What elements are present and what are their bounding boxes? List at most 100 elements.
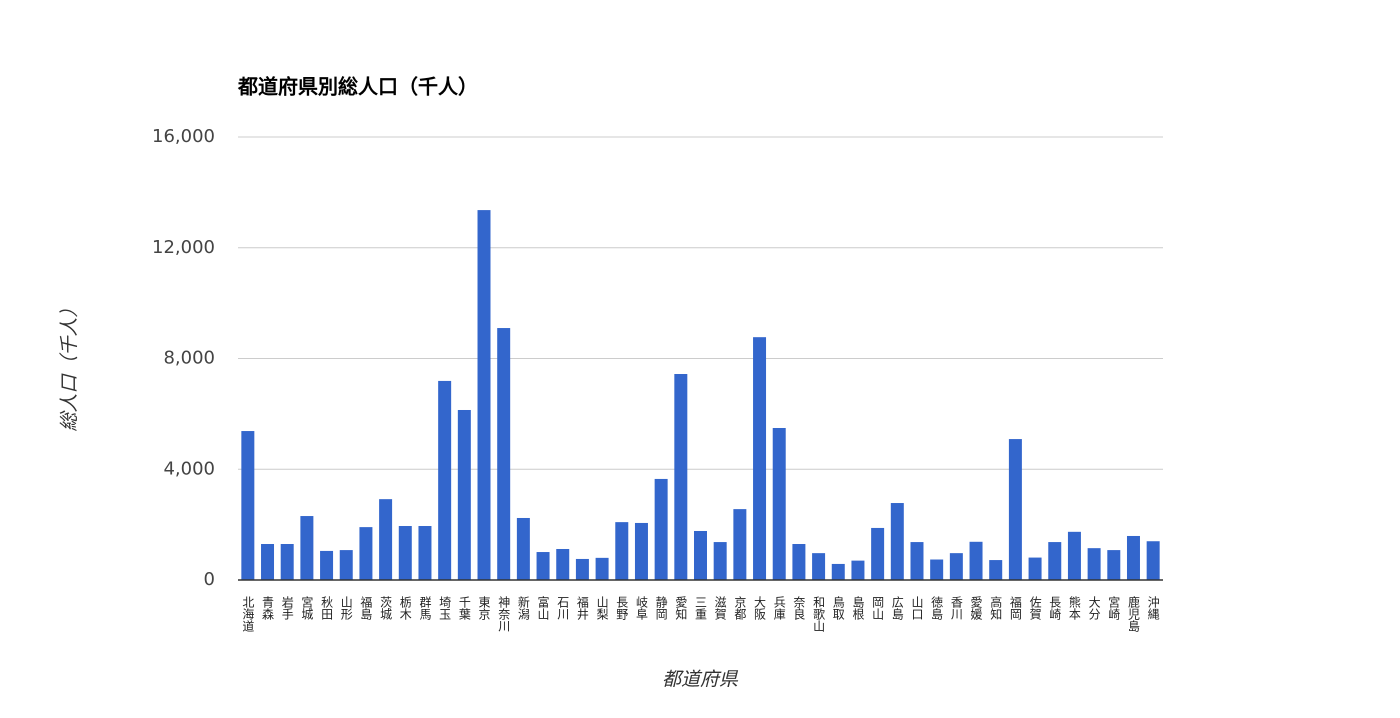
bar — [438, 380, 452, 580]
bar — [359, 527, 373, 580]
x-tick-label: 富山 — [536, 595, 550, 620]
x-tick-label: 鳥取 — [831, 595, 845, 620]
x-tick-label: 広島 — [890, 596, 904, 621]
x-tick-label: 福井 — [575, 595, 589, 621]
x-tick-label: 佐賀 — [1028, 596, 1042, 621]
bar — [339, 550, 353, 580]
y-tick-label: 8,000 — [163, 348, 215, 369]
bar — [969, 541, 983, 580]
x-tick-label: 高知 — [989, 595, 1003, 621]
bar — [792, 544, 806, 580]
bar — [772, 427, 786, 580]
x-tick-label: 山梨 — [595, 596, 609, 620]
bar — [516, 517, 530, 580]
x-tick-label: 青森 — [261, 596, 275, 620]
bar — [1107, 550, 1121, 580]
x-tick-label: 愛知 — [674, 596, 688, 621]
x-tick-label: 兵庫 — [772, 596, 786, 621]
y-axis-label: 総人口（千人） — [59, 298, 81, 431]
bar — [674, 374, 688, 580]
x-tick-label: 熊本 — [1067, 595, 1081, 621]
bar — [694, 530, 707, 580]
bar — [654, 478, 668, 580]
bar — [300, 516, 314, 580]
x-tick-label: 福島 — [359, 595, 373, 621]
bar — [812, 553, 826, 580]
bar — [1126, 535, 1140, 580]
bar — [595, 557, 609, 580]
x-tick-label: 岡山 — [871, 596, 885, 620]
x-tick-label: 秋田 — [320, 596, 334, 620]
x-tick-label: 千葉 — [457, 596, 471, 620]
y-tick-label: 12,000 — [152, 237, 215, 258]
bar — [930, 559, 944, 580]
bar — [753, 337, 767, 580]
x-tick-label: 三重 — [694, 596, 708, 620]
bar — [575, 558, 589, 580]
x-tick-label: 山形 — [339, 596, 353, 621]
bar — [949, 553, 963, 580]
x-tick-label: 茨城 — [379, 596, 393, 621]
bar — [379, 499, 393, 580]
bar — [418, 526, 432, 580]
x-tick-label: 長崎 — [1048, 596, 1062, 620]
x-tick-label: 奈良 — [792, 596, 806, 621]
bar — [241, 431, 255, 580]
x-tick-label: 石川 — [556, 596, 570, 620]
y-tick-label: 16,000 — [152, 126, 215, 147]
bar — [1087, 548, 1101, 580]
bar — [634, 522, 648, 580]
x-tick-label: 岩手 — [280, 595, 294, 620]
x-tick-label: 東京 — [477, 596, 491, 621]
bar — [831, 563, 845, 580]
x-tick-label: 大阪 — [753, 596, 767, 621]
bar — [1008, 439, 1022, 580]
x-tick-label: 北海道 — [241, 596, 255, 632]
x-tick-label: 京都 — [733, 596, 747, 620]
bar — [890, 503, 904, 580]
x-tick-label: 福岡 — [1008, 595, 1022, 620]
bar — [713, 542, 727, 580]
bar — [1028, 557, 1042, 580]
x-tick-label: 静岡 — [654, 596, 668, 620]
bar — [320, 550, 334, 580]
x-tick-label: 新潟 — [516, 595, 530, 620]
x-tick-label: 宮崎 — [1107, 595, 1121, 620]
x-tick-label: 香川 — [949, 596, 963, 620]
x-tick-label: 神奈川 — [497, 596, 511, 632]
x-tick-label: 沖縄 — [1146, 596, 1160, 620]
x-tick-label: 埼玉 — [438, 596, 452, 620]
x-tick-label: 群馬 — [418, 596, 432, 621]
bar — [733, 509, 747, 580]
bar — [989, 560, 1003, 580]
x-tick-label: 大分 — [1087, 596, 1101, 621]
x-tick-label: 宮城 — [300, 595, 314, 621]
bar — [477, 210, 491, 580]
bar — [910, 542, 924, 580]
bar — [457, 409, 471, 580]
bar — [1067, 531, 1081, 580]
bar — [1048, 542, 1062, 580]
bar — [556, 548, 570, 580]
x-tick-label: 徳島 — [930, 595, 944, 621]
x-tick-label: 滋賀 — [713, 596, 727, 621]
x-tick-label: 和歌山 — [812, 596, 826, 632]
y-tick-label: 0 — [204, 569, 215, 590]
x-tick-label: 栃木 — [398, 596, 412, 620]
x-tick-label: 島根 — [851, 595, 865, 620]
bar — [615, 522, 629, 580]
bar — [1146, 541, 1160, 580]
y-tick-label: 4,000 — [163, 458, 215, 479]
x-axis-label: 都道府県 — [662, 669, 739, 691]
bar — [536, 552, 550, 580]
x-tick-label: 長野 — [615, 596, 629, 620]
bar — [280, 544, 294, 580]
bar — [261, 544, 275, 580]
bar — [851, 560, 865, 580]
bar — [497, 328, 511, 580]
bar — [871, 527, 885, 580]
chart-title: 都道府県別総人口（千人） — [237, 75, 478, 99]
x-tick-label: 鹿児島 — [1126, 595, 1140, 633]
